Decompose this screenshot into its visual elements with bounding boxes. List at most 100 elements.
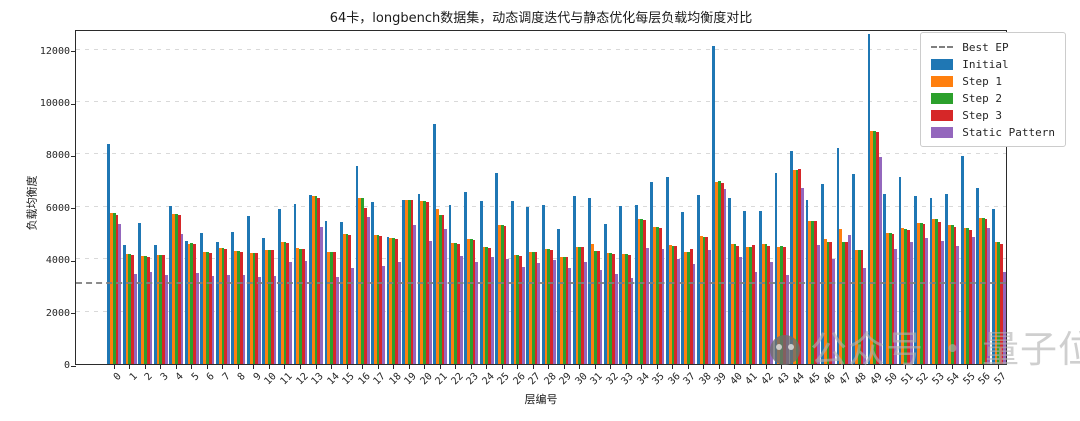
bar-static-pattern — [413, 224, 417, 364]
bar-step-3 — [457, 244, 460, 364]
bar-initial — [650, 181, 654, 364]
bar-static-pattern — [397, 262, 401, 364]
legend-item-label: Step 3 — [962, 108, 1003, 122]
bar-step-3 — [643, 219, 647, 364]
bar-step-2 — [997, 242, 1001, 364]
bar-step-2 — [112, 213, 116, 364]
bar-static-pattern — [956, 246, 960, 364]
bar-step-1 — [342, 234, 346, 364]
bar-initial — [759, 210, 762, 364]
x-tick-mark — [237, 364, 239, 369]
x-tick-mark — [253, 364, 255, 369]
bar-step-1 — [699, 236, 703, 364]
bar-step-2 — [795, 170, 799, 364]
bar-initial — [402, 199, 405, 364]
bar-static-pattern — [583, 261, 587, 364]
bar-step-1 — [311, 196, 315, 364]
bar-step-1 — [684, 251, 688, 364]
bar-step-1 — [203, 251, 206, 364]
bar-step-3 — [441, 214, 445, 364]
bar-static-pattern — [925, 238, 929, 364]
bar-step-1 — [172, 213, 175, 364]
bar-group — [184, 31, 199, 364]
bar-step-2 — [500, 224, 504, 364]
bar-step-2 — [314, 196, 318, 364]
bar-step-2 — [330, 251, 333, 364]
watermark-separator: ・ — [934, 328, 972, 371]
bar-step-3 — [550, 249, 553, 364]
watermark-text-left: 公众号 — [810, 328, 924, 371]
bar-static-pattern — [971, 237, 975, 364]
bar-step-3 — [798, 168, 802, 364]
bar-static-pattern — [754, 271, 758, 364]
x-tick-mark — [765, 364, 767, 369]
bar-static-pattern — [708, 250, 711, 364]
dashed-line-swatch-icon — [931, 46, 954, 48]
bar-step-2 — [981, 218, 985, 364]
x-tick-mark — [331, 364, 333, 369]
bar-step-3 — [239, 251, 243, 364]
bar-static-pattern — [211, 275, 215, 364]
bar-step-2 — [237, 251, 240, 364]
bar-static-pattern — [785, 274, 789, 364]
bar-step-2 — [562, 256, 566, 364]
legend-item: Step 1 — [931, 74, 1055, 88]
bar-static-pattern — [351, 268, 355, 364]
bar-initial — [945, 194, 948, 364]
x-tick-mark — [470, 364, 472, 369]
x-tick-mark — [268, 364, 270, 369]
bar-step-3 — [581, 247, 584, 364]
bar-group — [588, 31, 603, 364]
y-tick-label: 0 — [63, 360, 70, 371]
bar-initial — [572, 196, 576, 364]
bar-group — [169, 31, 184, 364]
x-tick-mark — [703, 364, 705, 369]
x-tick-mark — [548, 364, 550, 369]
bar-static-pattern — [273, 276, 277, 364]
x-tick-mark — [951, 364, 953, 369]
bar-step-3 — [1000, 243, 1003, 364]
bar-step-1 — [591, 244, 594, 364]
bar-group — [479, 31, 494, 364]
bar-step-3 — [270, 250, 274, 364]
bar-group — [759, 31, 773, 364]
x-tick-mark — [517, 364, 519, 369]
bar-step-3 — [131, 254, 134, 364]
bar-step-2 — [392, 238, 395, 364]
x-tick-mark — [905, 364, 907, 369]
legend-item: Static Pattern — [931, 125, 1055, 139]
bar-initial — [634, 205, 638, 364]
y-tick-label: 6000 — [45, 202, 70, 214]
bar-step-3 — [751, 245, 755, 364]
bar-static-pattern — [366, 217, 370, 364]
bar-static-pattern — [770, 262, 773, 364]
bar-group — [774, 31, 789, 364]
bar-group — [898, 31, 913, 364]
bar-static-pattern — [335, 276, 339, 364]
bar-step-1 — [839, 229, 843, 364]
bar-step-2 — [205, 251, 209, 364]
bar-static-pattern — [459, 255, 463, 364]
bar-step-1 — [451, 243, 455, 364]
bar-step-3 — [720, 183, 724, 364]
x-tick-mark — [362, 364, 364, 369]
bar-step-2 — [531, 251, 535, 364]
bar-step-3 — [922, 224, 926, 364]
x-axis-label: 层编号 — [524, 393, 558, 406]
bar-static-pattern — [165, 274, 168, 364]
bar-step-3 — [658, 227, 662, 364]
bar-initial — [619, 205, 623, 364]
y-gridline — [76, 48, 1006, 50]
bar-step-2 — [516, 255, 520, 364]
bar-initial — [277, 208, 281, 364]
bar-static-pattern — [382, 265, 386, 364]
x-tick-mark — [144, 364, 146, 369]
x-tick-mark — [315, 364, 317, 369]
bar-step-3 — [627, 254, 631, 364]
y-tick-label: 8000 — [45, 150, 70, 162]
bar-step-3 — [115, 214, 119, 364]
y-tick-label: 4000 — [45, 255, 70, 267]
bar-step-1 — [761, 244, 765, 364]
color-swatch-icon — [931, 109, 954, 121]
bar-step-1 — [498, 224, 501, 364]
